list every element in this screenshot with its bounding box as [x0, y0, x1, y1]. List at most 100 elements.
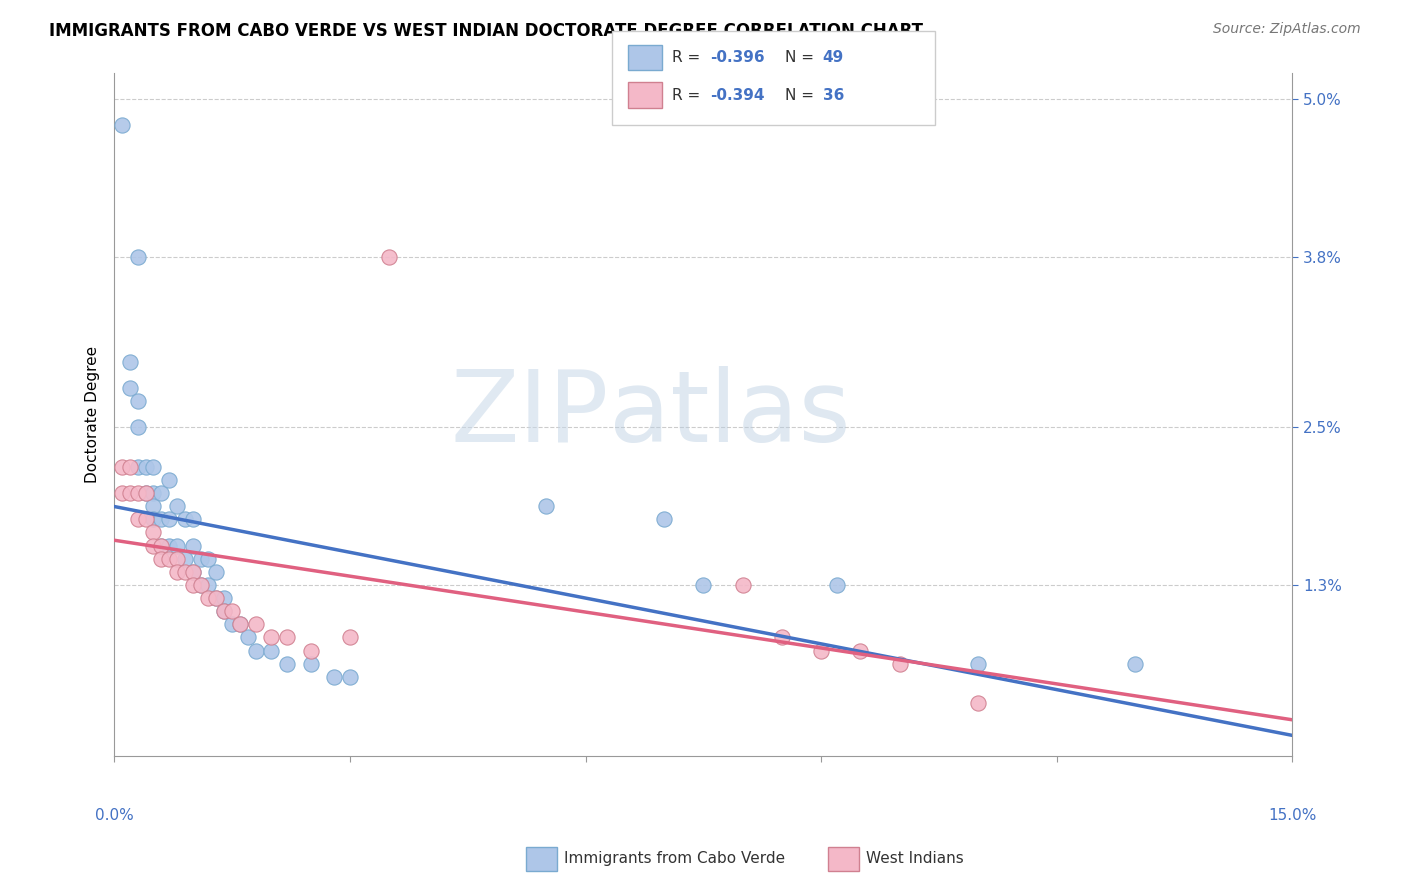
Point [150, 551, 173, 566]
Point [118, 381, 141, 395]
Text: West Indians: West Indians [866, 852, 965, 866]
Point [173, 551, 195, 566]
Point [236, 631, 259, 645]
Point [166, 551, 188, 566]
Point [181, 565, 204, 579]
Point [181, 539, 204, 553]
Point [135, 512, 157, 526]
Point [967, 696, 990, 710]
Text: N =: N = [785, 51, 818, 65]
Text: N =: N = [785, 88, 818, 103]
Point [135, 486, 157, 500]
Point [142, 512, 165, 526]
Point [652, 512, 675, 526]
Point [127, 250, 149, 264]
Point [692, 578, 714, 592]
Point [967, 657, 990, 671]
Point [339, 631, 361, 645]
Point [157, 473, 180, 487]
Point [197, 578, 219, 592]
Text: Source: ZipAtlas.com: Source: ZipAtlas.com [1213, 22, 1361, 37]
Point [1125, 657, 1147, 671]
Point [111, 119, 134, 133]
Point [276, 657, 298, 671]
Point [150, 539, 173, 553]
Point [731, 578, 754, 592]
Point [150, 539, 173, 553]
Point [166, 539, 188, 553]
Point [299, 657, 322, 671]
Point [205, 591, 228, 606]
Point [276, 631, 298, 645]
Text: IMMIGRANTS FROM CABO VERDE VS WEST INDIAN DOCTORATE DEGREE CORRELATION CHART: IMMIGRANTS FROM CABO VERDE VS WEST INDIA… [49, 22, 924, 40]
Point [378, 250, 401, 264]
Point [173, 512, 195, 526]
Point [150, 512, 173, 526]
Point [181, 512, 204, 526]
Point [339, 670, 361, 684]
Point [536, 500, 558, 514]
Point [849, 643, 872, 657]
Text: -0.396: -0.396 [710, 51, 765, 65]
Point [205, 565, 228, 579]
Point [212, 604, 235, 618]
Text: 0.0%: 0.0% [94, 808, 134, 823]
Point [212, 591, 235, 606]
Point [111, 486, 134, 500]
Point [190, 578, 212, 592]
Text: -0.394: -0.394 [710, 88, 765, 103]
Point [166, 500, 188, 514]
Point [260, 643, 283, 657]
Text: ZIP: ZIP [451, 366, 609, 463]
Point [127, 459, 149, 474]
Point [118, 355, 141, 369]
Point [197, 551, 219, 566]
Point [190, 551, 212, 566]
Point [245, 643, 267, 657]
Point [127, 512, 149, 526]
Point [181, 578, 204, 592]
Text: atlas: atlas [609, 366, 851, 463]
Point [127, 486, 149, 500]
Text: 15.0%: 15.0% [1268, 808, 1316, 823]
Point [825, 578, 848, 592]
Text: 36: 36 [823, 88, 844, 103]
Point [212, 604, 235, 618]
Point [150, 486, 173, 500]
Point [142, 500, 165, 514]
Point [260, 631, 283, 645]
Text: Immigrants from Cabo Verde: Immigrants from Cabo Verde [564, 852, 785, 866]
Point [205, 591, 228, 606]
Point [181, 565, 204, 579]
Point [157, 551, 180, 566]
Point [299, 643, 322, 657]
Point [111, 459, 134, 474]
Point [135, 486, 157, 500]
Text: 49: 49 [823, 51, 844, 65]
Point [157, 539, 180, 553]
Point [323, 670, 346, 684]
Point [135, 459, 157, 474]
Point [770, 631, 793, 645]
Text: R =: R = [672, 51, 706, 65]
Point [190, 578, 212, 592]
Point [221, 617, 243, 632]
Point [810, 643, 832, 657]
Point [142, 525, 165, 540]
Point [889, 657, 911, 671]
Point [127, 420, 149, 434]
Point [221, 604, 243, 618]
Point [142, 459, 165, 474]
Point [127, 394, 149, 409]
Point [166, 565, 188, 579]
Point [173, 565, 195, 579]
Point [197, 591, 219, 606]
Point [118, 486, 141, 500]
Text: R =: R = [672, 88, 706, 103]
Point [142, 486, 165, 500]
Point [118, 459, 141, 474]
Point [229, 617, 252, 632]
Point [157, 512, 180, 526]
Y-axis label: Doctorate Degree: Doctorate Degree [86, 346, 100, 483]
Point [229, 617, 252, 632]
